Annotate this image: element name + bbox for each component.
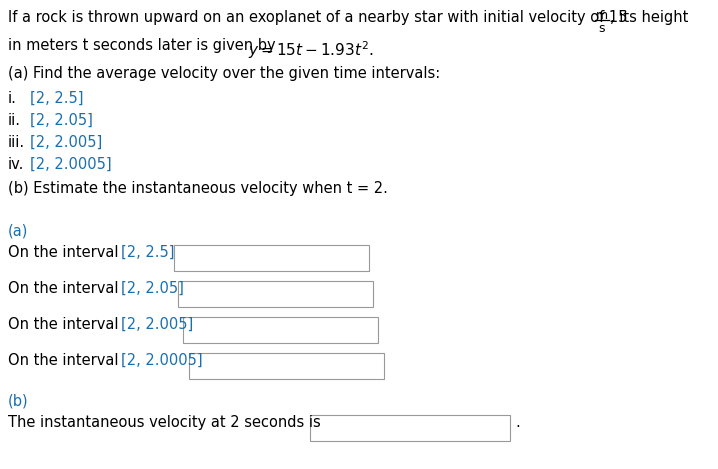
Text: m: m: [596, 9, 608, 22]
FancyBboxPatch shape: [178, 281, 373, 307]
FancyBboxPatch shape: [183, 317, 378, 343]
Text: iii.: iii.: [8, 135, 25, 150]
Text: in meters t seconds later is given by: in meters t seconds later is given by: [8, 38, 280, 53]
FancyBboxPatch shape: [174, 245, 369, 271]
Text: [2, 2.05]: [2, 2.05]: [30, 113, 93, 128]
FancyBboxPatch shape: [310, 415, 510, 441]
Text: On the interval: On the interval: [8, 317, 123, 332]
Text: [2, 2.005]: [2, 2.005]: [30, 135, 102, 150]
Text: [2, 2.5]: [2, 2.5]: [30, 91, 83, 106]
Text: On the interval: On the interval: [8, 245, 123, 260]
Text: ii.: ii.: [8, 113, 21, 128]
Text: $y = 15t - 1.93t^2.$: $y = 15t - 1.93t^2.$: [248, 39, 374, 61]
Text: [2, 2.5]: [2, 2.5]: [121, 245, 174, 260]
Text: (a) Find the average velocity over the given time intervals:: (a) Find the average velocity over the g…: [8, 66, 440, 81]
FancyBboxPatch shape: [189, 353, 384, 379]
Text: [2, 2.0005]: [2, 2.0005]: [121, 353, 202, 368]
Text: If a rock is thrown upward on an exoplanet of a nearby star with initial velocit: If a rock is thrown upward on an exoplan…: [8, 10, 628, 25]
Text: On the interval: On the interval: [8, 353, 123, 368]
Text: i.: i.: [8, 91, 17, 106]
Text: iv.: iv.: [8, 157, 24, 172]
Text: The instantaneous velocity at 2 seconds is: The instantaneous velocity at 2 seconds …: [8, 415, 321, 430]
Text: (b) Estimate the instantaneous velocity when t = 2.: (b) Estimate the instantaneous velocity …: [8, 181, 388, 196]
Text: (a): (a): [8, 223, 29, 238]
Text: [2, 2.0005]: [2, 2.0005]: [30, 157, 111, 172]
Text: (b): (b): [8, 393, 29, 408]
Text: [2, 2.05]: [2, 2.05]: [121, 281, 184, 296]
Text: On the interval: On the interval: [8, 281, 123, 296]
Text: [2, 2.005]: [2, 2.005]: [121, 317, 193, 332]
Text: s: s: [598, 22, 605, 35]
Text: .: .: [515, 415, 520, 430]
Text: , its height: , its height: [610, 10, 689, 25]
